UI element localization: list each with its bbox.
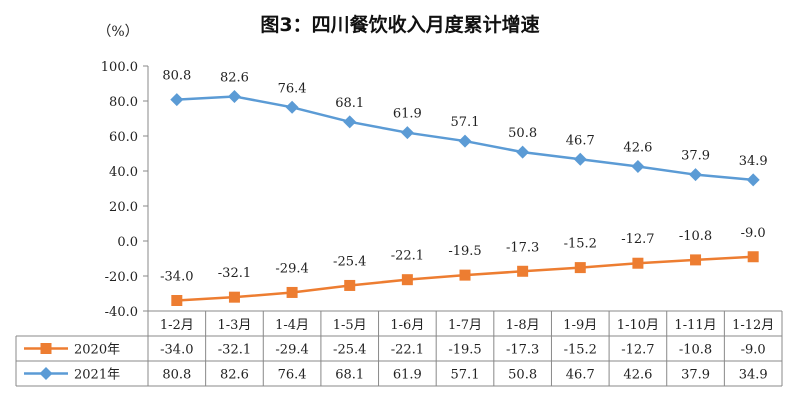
data-point: [400, 126, 414, 140]
data-point: [632, 257, 644, 269]
data-point: [459, 269, 471, 281]
data-label: -15.2: [564, 237, 597, 252]
data-label: -25.4: [333, 254, 366, 269]
data-point: [517, 265, 529, 277]
table-cell: 76.4: [278, 368, 307, 383]
data-label: -19.5: [448, 244, 481, 259]
y-tick-label: 20.0: [109, 200, 138, 215]
data-label: 37.9: [681, 149, 710, 164]
data-label: -29.4: [275, 261, 308, 276]
table-cell: 68.1: [335, 368, 364, 383]
table-cell: -25.4: [333, 343, 366, 358]
x-category-label: 1-10月: [617, 318, 659, 333]
data-point: [690, 254, 702, 266]
x-category-label: 1-11月: [674, 318, 716, 333]
table-cell: 42.6: [623, 368, 652, 383]
data-point: [344, 279, 356, 291]
data-point: [228, 291, 240, 303]
table-cell: 57.1: [451, 368, 480, 383]
table-cell: -17.3: [506, 343, 539, 358]
y-tick-label: 60.0: [109, 130, 138, 145]
x-category-label: 1-3月: [217, 318, 251, 333]
data-point: [227, 89, 241, 103]
x-category-label: 1-9月: [563, 318, 597, 333]
data-point: [458, 134, 472, 148]
chart-title: 图3：四川餐饮收入月度累计增速: [260, 14, 540, 36]
data-label: -10.8: [679, 229, 712, 244]
data-point: [285, 100, 299, 114]
data-point: [401, 274, 413, 286]
legend-series-name: 2020年: [74, 343, 120, 358]
data-point: [746, 173, 760, 187]
y-axis-label: （%）: [97, 24, 138, 40]
table-cell: 34.9: [739, 368, 768, 383]
legend-marker: [39, 367, 53, 380]
data-label: 76.4: [278, 81, 307, 96]
legend-series-name: 2021年: [74, 368, 120, 383]
data-point: [574, 262, 586, 274]
data-label: 57.1: [451, 115, 480, 130]
y-tick-label: -20.0: [105, 270, 138, 285]
y-tick-label: 40.0: [109, 165, 138, 180]
x-category-label: 1-2月: [160, 318, 194, 333]
table-cell: 50.8: [508, 368, 537, 383]
y-tick-label: 80.0: [109, 95, 138, 110]
table-cell: 82.6: [220, 368, 249, 383]
data-point: [573, 152, 587, 166]
data-label: -32.1: [218, 266, 251, 281]
table-cell: -32.1: [218, 343, 251, 358]
data-point: [516, 145, 530, 159]
table-cell: 80.8: [162, 368, 191, 383]
y-tick-label: -40.0: [105, 305, 138, 320]
data-point: [171, 295, 183, 306]
data-label: -17.3: [506, 240, 539, 255]
legend-marker: [40, 343, 52, 354]
data-point: [343, 115, 357, 129]
y-tick-label: 100.0: [101, 60, 138, 75]
table-cell: -22.1: [391, 343, 424, 358]
data-label: 68.1: [335, 96, 364, 111]
x-category-label: 1-8月: [506, 318, 540, 333]
x-category-label: 1-7月: [448, 318, 482, 333]
data-point: [286, 286, 298, 298]
table-cell: -10.8: [679, 343, 712, 358]
table-cell: 37.9: [681, 368, 710, 383]
data-label: 50.8: [508, 126, 537, 141]
data-point: [747, 251, 759, 263]
data-label: -9.0: [741, 226, 766, 241]
x-category-label: 1-4月: [275, 318, 309, 333]
data-point: [631, 159, 645, 173]
data-label: 61.9: [393, 107, 422, 122]
table-cell: -15.2: [564, 343, 597, 358]
x-category-label: 1-6月: [390, 318, 424, 333]
data-label: 46.7: [566, 133, 595, 148]
table-cell: 46.7: [566, 368, 595, 383]
table-cell: -19.5: [448, 343, 481, 358]
data-label: 80.8: [162, 69, 191, 84]
y-tick-label: 0.0: [117, 235, 138, 250]
data-label: -22.1: [391, 249, 424, 264]
table-cell: 61.9: [393, 368, 422, 383]
x-category-label: 1-12月: [732, 318, 774, 333]
table-cell: -9.0: [741, 343, 766, 358]
data-label: 34.9: [739, 154, 768, 169]
table-cell: -34.0: [160, 343, 193, 358]
table-cell: -29.4: [275, 343, 308, 358]
data-point: [689, 168, 703, 182]
data-label: -12.7: [621, 232, 654, 247]
table-cell: -12.7: [621, 343, 654, 358]
x-category-label: 1-5月: [333, 318, 367, 333]
data-label: 42.6: [623, 140, 652, 155]
data-label: 82.6: [220, 70, 249, 85]
data-label: -34.0: [160, 270, 193, 285]
data-point: [170, 93, 184, 107]
